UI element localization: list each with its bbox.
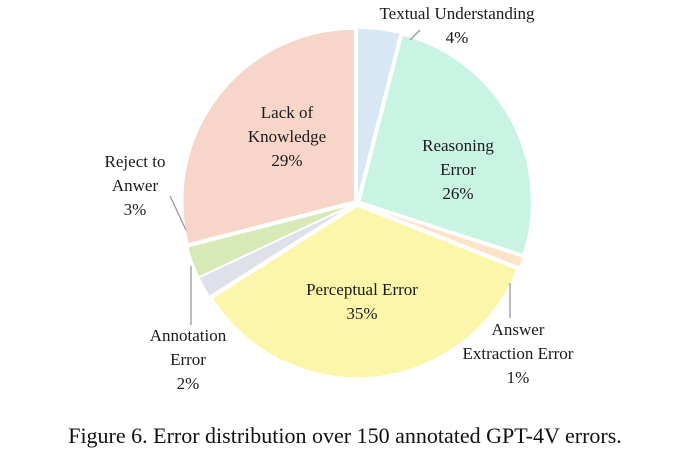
slice-label: Lack of Knowledge 29%	[248, 101, 326, 173]
slice-label: Reject to Anwer 3%	[105, 150, 166, 222]
slice-label: Annotation Error 2%	[150, 324, 227, 396]
leader-lines	[169, 29, 511, 325]
value-label: 4%	[445, 28, 469, 47]
value-label: 26%	[442, 184, 474, 203]
slice-label: Reasoning Error 26%	[422, 134, 494, 206]
leader-line	[169, 195, 187, 231]
slice-label: Perceptual Error 35%	[306, 278, 418, 326]
category-name: Textual Understanding	[379, 4, 535, 23]
leader-line	[409, 29, 421, 41]
pie-slice	[358, 34, 533, 256]
slice-label: Answer Extraction Error 1%	[463, 318, 574, 390]
caption: Figure 6. Error distribution over 150 an…	[68, 423, 622, 448]
value-label: 2%	[176, 374, 200, 393]
category-name: Lack of Knowledge	[247, 103, 327, 146]
pie-slice	[356, 27, 402, 201]
value-label: 29%	[271, 151, 303, 170]
pie-slice	[359, 203, 525, 269]
pie-slice	[211, 205, 519, 379]
category-name: Perceptual Error	[306, 280, 418, 299]
category-name: Annotation Error	[149, 326, 227, 369]
category-name: Reject to Anwer	[104, 152, 166, 195]
value-label: 1%	[506, 368, 530, 387]
slice-label: Textual Understanding 4%	[379, 2, 534, 50]
pie-slice	[181, 28, 356, 245]
value-label: 35%	[346, 304, 378, 323]
category-name: Reasoning Error	[422, 136, 494, 179]
value-label: 3%	[123, 200, 147, 219]
category-name: Answer Extraction Error	[462, 320, 574, 363]
pie-slice	[186, 203, 355, 279]
